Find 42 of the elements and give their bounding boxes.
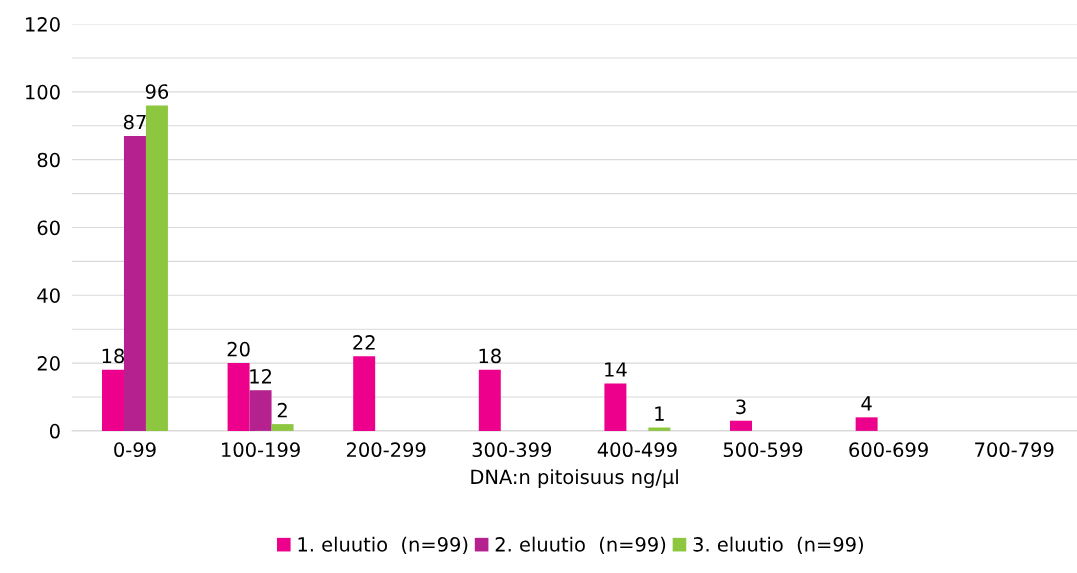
data-label: 2: [277, 402, 287, 418]
y-tick-label: 60: [37, 220, 60, 236]
legend-label: 3. eluutio (n=99): [693, 536, 863, 555]
data-label: 18: [479, 348, 501, 364]
x-tick-label: 600-699: [849, 442, 928, 458]
y-tick-label: 0: [49, 423, 60, 439]
bar: [227, 363, 250, 431]
data-label: 3: [736, 399, 746, 415]
bar: [604, 383, 627, 431]
data-label: 87: [123, 114, 146, 130]
y-tick-label: 120: [26, 17, 60, 32]
legend-label: 2. eluutio (n=99): [495, 536, 666, 555]
data-label: 96: [145, 84, 169, 99]
y-tick-label: 40: [37, 288, 60, 303]
y-tick-label: 100: [26, 84, 60, 100]
x-tick-label: 100-199: [222, 442, 300, 458]
x-tick-label: 0-99: [114, 442, 156, 458]
x-tick-label: 300-399: [472, 442, 552, 458]
bar: [101, 369, 124, 431]
x-tick-label: 200-299: [346, 442, 426, 458]
data-label: 12: [250, 368, 271, 384]
x-tick-label: 700-799: [975, 442, 1054, 458]
data-label: 22: [353, 335, 375, 350]
data-label: 14: [605, 362, 627, 377]
bar: [145, 105, 168, 431]
data-label: 20: [227, 341, 250, 357]
bar: [855, 417, 878, 431]
bar: [478, 369, 501, 431]
y-tick-label: 20: [37, 356, 60, 371]
bar: [353, 356, 376, 431]
legend-label: 1. eluutio (n=99): [298, 536, 468, 555]
data-label: 4: [861, 396, 872, 411]
bar: [730, 420, 752, 431]
bar: [249, 390, 272, 431]
bar: [271, 424, 294, 431]
x-tick-label: 500-599: [723, 442, 803, 458]
y-tick-label: 80: [37, 152, 60, 168]
data-label: 18: [102, 348, 125, 364]
x-tick-label: 400-499: [597, 442, 677, 458]
bar: [123, 135, 146, 431]
x-axis-title: DNA:n pitoisuus ng/µl: [471, 469, 678, 488]
data-label: 1: [655, 406, 664, 421]
